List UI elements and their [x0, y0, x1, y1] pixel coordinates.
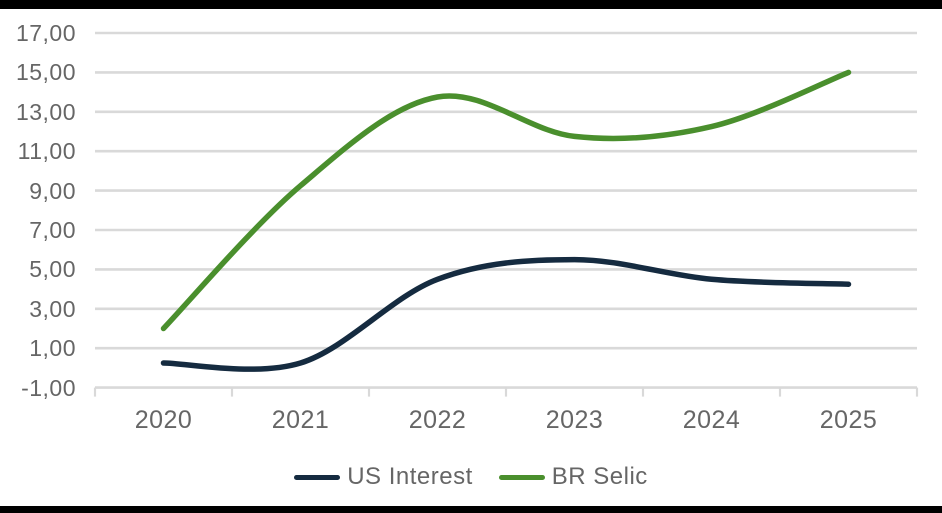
series-lines — [160, 69, 852, 372]
legend-item-br-selic: BR Selic — [498, 463, 648, 491]
x-axis-tick-label: 2021 — [271, 406, 330, 434]
y-axis-tick-label: 7,00 — [29, 217, 76, 243]
legend-item-us-interest: US Interest — [294, 463, 473, 491]
gridlines — [95, 31, 917, 389]
y-axis-tick-label: 13,00 — [15, 99, 76, 125]
y-axis-tick-label: 5,00 — [29, 256, 76, 282]
x-axis-ticks — [93, 387, 919, 397]
x-axis-tick-label: 2022 — [408, 406, 467, 434]
legend-label: US Interest — [347, 463, 473, 490]
y-axis-tick-label: 17,00 — [15, 20, 76, 46]
x-axis-tick-label: 2024 — [682, 406, 741, 434]
x-axis-tick-label: 2025 — [819, 406, 878, 434]
series-line-br-selic — [160, 69, 852, 332]
x-axis-tick-label: 2020 — [134, 406, 193, 434]
y-axis-tick-label: 15,00 — [15, 59, 76, 85]
legend-label: BR Selic — [551, 463, 648, 490]
top-black-bar — [0, 0, 942, 9]
y-axis-tick-label: 9,00 — [29, 178, 76, 204]
br-selic-line-swatch — [498, 474, 545, 480]
bottom-black-bar — [0, 506, 942, 513]
x-axis-tick-label: 2023 — [545, 406, 604, 434]
series-line-us-interest — [160, 256, 852, 372]
legend: US Interest BR Selic — [0, 463, 942, 491]
y-axis-tick-label: -1,00 — [21, 375, 76, 401]
y-axis-tick-label: 3,00 — [29, 296, 76, 322]
us-interest-line-swatch — [294, 474, 341, 480]
y-axis-tick-label: 11,00 — [17, 138, 76, 164]
y-axis-tick-label: 1,00 — [29, 335, 76, 361]
